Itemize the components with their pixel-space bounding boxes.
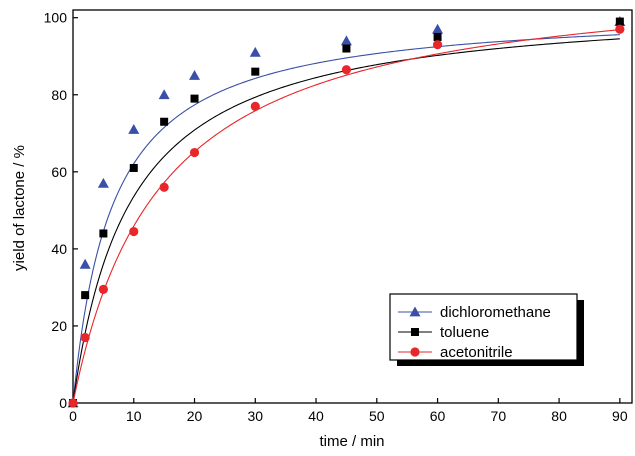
legend-label-acetonitrile: acetonitrile: [440, 344, 513, 361]
data-point-dichloromethane: [158, 89, 170, 100]
data-point-toluene: [615, 17, 624, 26]
data-point-acetonitrile: [80, 332, 90, 343]
data-point-acetonitrile: [432, 40, 443, 50]
axis-ticks: 0 10 20 30 40 50 60 70 80 90 0 20 40 60 80 100: [44, 10, 628, 424]
data-point-acetonitrile: [129, 226, 139, 237]
data-point-acetonitrile: [341, 65, 352, 75]
data-point-acetonitrile: [615, 24, 625, 34]
legend-marker-toluene: [411, 328, 419, 336]
data-point-dichloromethane: [189, 70, 201, 80]
x-tick-label: 30: [247, 408, 263, 424]
data-point-dichloromethane: [79, 258, 91, 269]
data-point-acetonitrile: [68, 398, 78, 408]
data-point-acetonitrile: [159, 182, 169, 192]
x-tick-label: 80: [551, 408, 567, 424]
x-tick-label: 60: [430, 408, 446, 424]
x-tick-label: 70: [491, 408, 507, 424]
data-point-toluene: [99, 229, 108, 238]
data-point-dichloromethane: [340, 35, 352, 46]
y-tick-label: 100: [44, 10, 68, 26]
data-point-dichloromethane: [249, 46, 261, 57]
fit-curve-acetonitrile: [72, 29, 620, 404]
legend-box: [389, 293, 578, 361]
x-tick-label: 50: [369, 408, 385, 424]
legend-label-toluene: toluene: [440, 324, 489, 341]
y-tick-label: 80: [51, 87, 67, 103]
legend-marker-acetonitrile: [410, 347, 420, 357]
data-point-toluene: [251, 67, 260, 76]
data-point-toluene: [160, 117, 169, 126]
data-markers: [67, 16, 626, 408]
data-point-dichloromethane: [97, 177, 109, 188]
data-point-toluene: [129, 163, 138, 172]
data-point-dichloromethane: [128, 123, 140, 134]
x-tick-label: 10: [126, 408, 142, 424]
data-point-acetonitrile: [98, 284, 108, 294]
legend: dichloromethane toluene acetonitrile: [389, 293, 584, 366]
y-tick-label: 40: [51, 241, 67, 257]
x-tick-label: 20: [187, 408, 203, 424]
legend-marker-dichloromethane: [409, 306, 421, 317]
y-tick-label: 0: [59, 395, 67, 411]
y-tick-label: 60: [51, 164, 67, 180]
x-tick-label: 40: [308, 408, 324, 424]
x-tick-label: 90: [612, 408, 628, 424]
data-point-dichloromethane: [432, 23, 444, 34]
plot-frame: [72, 9, 633, 404]
data-point-toluene: [190, 94, 199, 103]
data-point-toluene: [433, 32, 442, 41]
data-point-acetonitrile: [250, 101, 260, 111]
legend-label-dichloromethane: dichloromethane: [440, 304, 551, 321]
data-point-toluene: [81, 291, 90, 300]
data-point-acetonitrile: [189, 147, 200, 158]
data-point-toluene: [342, 44, 351, 53]
x-axis-label: time / min: [319, 433, 384, 450]
y-tick-label: 20: [51, 318, 67, 334]
x-tick-label: 0: [69, 408, 77, 424]
y-axis-label: yield of lactone / %: [11, 145, 28, 271]
